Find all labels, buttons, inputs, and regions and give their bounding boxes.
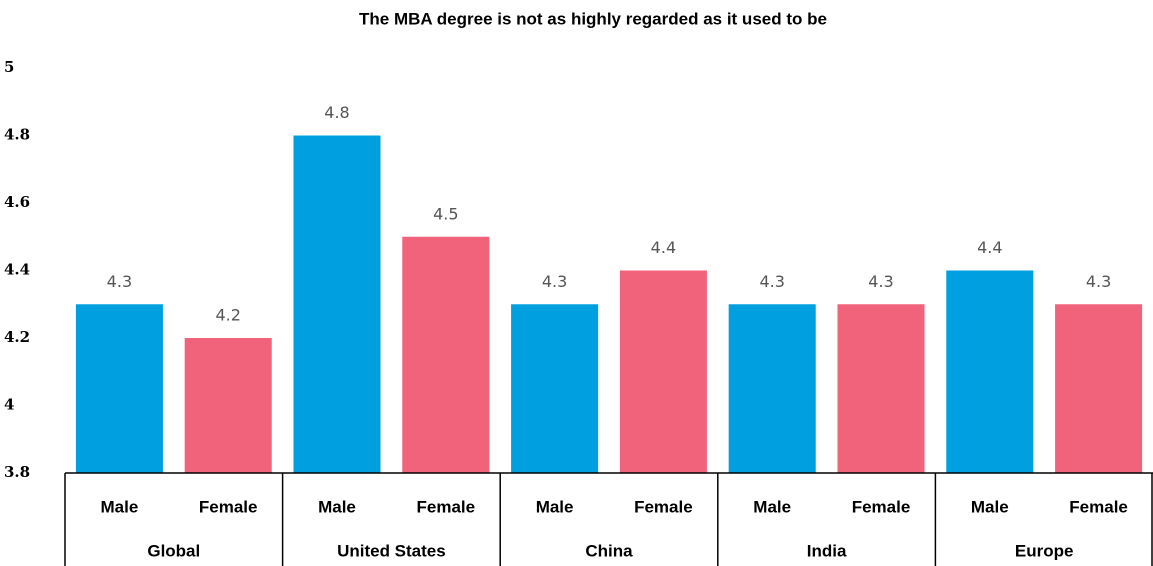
bar	[837, 304, 925, 473]
value-label: 4.3	[1086, 272, 1111, 291]
series-label: Female	[417, 497, 476, 516]
category-label: United States	[337, 541, 446, 560]
series-label: Male	[318, 497, 356, 516]
bar	[619, 270, 707, 473]
chart-title: The MBA degree is not as highly regarded…	[359, 9, 827, 28]
series-label: Male	[753, 497, 791, 516]
y-tick-label: 4.6	[4, 193, 30, 211]
value-label: 4.2	[215, 306, 240, 325]
bar	[728, 304, 816, 473]
category-label: China	[585, 541, 633, 560]
category-label: India	[807, 541, 847, 560]
bar	[75, 304, 163, 473]
category-label: Europe	[1015, 541, 1074, 560]
y-tick-label: 3.8	[4, 463, 30, 481]
value-label: 4.3	[542, 272, 567, 291]
series-label: Male	[101, 497, 139, 516]
value-label: 4.3	[759, 272, 784, 291]
category-label: Global	[147, 541, 200, 560]
y-tick-label: 4.4	[4, 261, 30, 279]
series-label: Female	[199, 497, 258, 516]
value-label: 4.8	[324, 103, 349, 122]
series-label: Male	[971, 497, 1009, 516]
value-label: 4.4	[651, 238, 676, 257]
value-label: 4.5	[433, 204, 458, 223]
y-tick-label: 4	[4, 396, 14, 414]
value-label: 4.3	[868, 272, 893, 291]
y-tick-label: 4.8	[4, 126, 30, 144]
series-label: Female	[634, 497, 693, 516]
bar	[1055, 304, 1143, 473]
series-label: Male	[536, 497, 574, 516]
y-tick-label: 4.2	[4, 328, 30, 346]
series-label: Female	[1069, 497, 1128, 516]
bar	[293, 135, 381, 473]
series-label: Female	[852, 497, 911, 516]
bar	[184, 338, 272, 473]
bar	[511, 304, 599, 473]
value-label: 4.4	[977, 238, 1002, 257]
y-tick-label: 5	[4, 58, 14, 76]
bar	[946, 270, 1034, 473]
bar	[402, 236, 490, 473]
value-label: 4.3	[107, 272, 132, 291]
